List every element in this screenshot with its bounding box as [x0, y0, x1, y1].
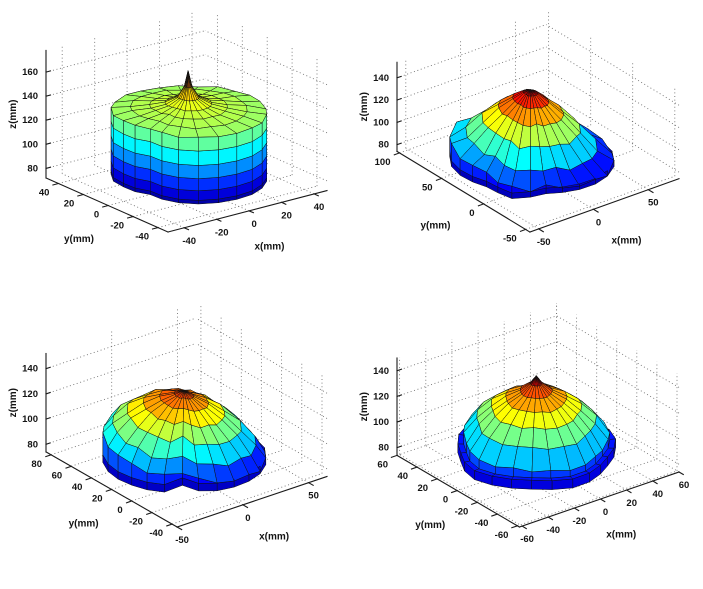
svg-text:20: 20	[626, 498, 637, 509]
svg-text:-40: -40	[546, 525, 560, 536]
svg-text:-20: -20	[573, 516, 587, 527]
svg-text:x(mm): x(mm)	[259, 532, 289, 543]
svg-text:0: 0	[251, 219, 256, 230]
svg-text:-60: -60	[520, 534, 534, 545]
svg-text:-50: -50	[537, 237, 551, 248]
svg-text:100: 100	[373, 417, 389, 428]
svg-text:120: 120	[373, 391, 389, 402]
svg-text:20: 20	[92, 494, 103, 505]
svg-text:-20: -20	[110, 221, 124, 232]
svg-text:80: 80	[378, 140, 389, 151]
svg-text:20: 20	[418, 483, 429, 494]
svg-text:-40: -40	[149, 528, 163, 539]
svg-text:-40: -40	[475, 518, 489, 529]
svg-text:0: 0	[469, 208, 474, 219]
svg-text:z(mm): z(mm)	[359, 92, 370, 121]
svg-text:0: 0	[596, 217, 601, 228]
svg-text:y(mm): y(mm)	[420, 221, 450, 232]
svg-text:140: 140	[22, 91, 38, 102]
svg-text:-50: -50	[175, 535, 189, 546]
svg-text:120: 120	[22, 389, 38, 400]
svg-text:140: 140	[373, 366, 389, 377]
svg-text:-40: -40	[135, 232, 149, 243]
surface-plot-bottom-right: -60 -40 -20 0 20 40 60 60 40 20 0 -20 -40 -60 80 100 120…	[351, 294, 703, 589]
svg-text:0: 0	[94, 210, 99, 221]
svg-text:40: 40	[72, 482, 83, 493]
svg-text:60: 60	[52, 470, 63, 481]
surface-plot-top-left: -40 -20 0 20 40 40 20 0 -20 -40 80 100 120 140 160 x(mm…	[0, 0, 351, 294]
svg-text:80: 80	[378, 443, 389, 454]
svg-text:50: 50	[648, 198, 659, 209]
svg-text:x(mm): x(mm)	[606, 530, 636, 541]
svg-text:0: 0	[117, 505, 122, 516]
svg-text:x(mm): x(mm)	[254, 241, 284, 252]
svg-text:100: 100	[22, 139, 38, 150]
svg-text:x(mm): x(mm)	[611, 235, 641, 246]
svg-text:40: 40	[39, 188, 50, 199]
svg-text:100: 100	[22, 414, 38, 425]
svg-text:50: 50	[308, 491, 319, 502]
svg-text:80: 80	[31, 459, 42, 470]
svg-text:60: 60	[679, 480, 690, 491]
svg-text:60: 60	[377, 459, 388, 470]
svg-text:-60: -60	[495, 530, 509, 541]
svg-text:100: 100	[375, 157, 391, 168]
svg-text:-50: -50	[503, 233, 517, 244]
svg-text:-20: -20	[129, 517, 143, 528]
svg-text:z(mm): z(mm)	[359, 392, 370, 421]
svg-text:20: 20	[281, 210, 292, 221]
svg-text:40: 40	[314, 202, 325, 213]
svg-text:140: 140	[22, 364, 38, 375]
svg-text:z(mm): z(mm)	[8, 99, 19, 128]
surface-plot-top-right: -50 0 50 100 50 0 -50 80 100 120 140 x(mm) y(mm) z(mm…	[351, 0, 703, 294]
svg-text:0: 0	[245, 513, 250, 524]
svg-text:y(mm): y(mm)	[415, 520, 445, 531]
svg-text:40: 40	[653, 489, 664, 500]
surface-plot-bottom-left: -50 0 50 80 60 40 20 0 -20 -40 80 100 120 140 x(mm) y(m…	[0, 294, 351, 589]
svg-text:120: 120	[22, 115, 38, 126]
svg-text:160: 160	[22, 67, 38, 78]
svg-text:-20: -20	[215, 227, 229, 238]
svg-text:0: 0	[443, 495, 448, 506]
svg-text:-40: -40	[182, 236, 196, 247]
svg-text:50: 50	[422, 182, 433, 193]
svg-text:140: 140	[373, 73, 389, 84]
svg-text:40: 40	[398, 471, 409, 482]
svg-text:80: 80	[27, 439, 38, 450]
svg-text:y(mm): y(mm)	[64, 234, 94, 245]
svg-text:20: 20	[64, 199, 75, 210]
svg-text:y(mm): y(mm)	[69, 519, 99, 530]
svg-text:0: 0	[603, 507, 608, 518]
svg-text:z(mm): z(mm)	[8, 388, 19, 417]
svg-text:-20: -20	[455, 506, 469, 517]
svg-text:100: 100	[373, 117, 389, 128]
svg-text:120: 120	[373, 95, 389, 106]
svg-text:80: 80	[27, 163, 38, 174]
